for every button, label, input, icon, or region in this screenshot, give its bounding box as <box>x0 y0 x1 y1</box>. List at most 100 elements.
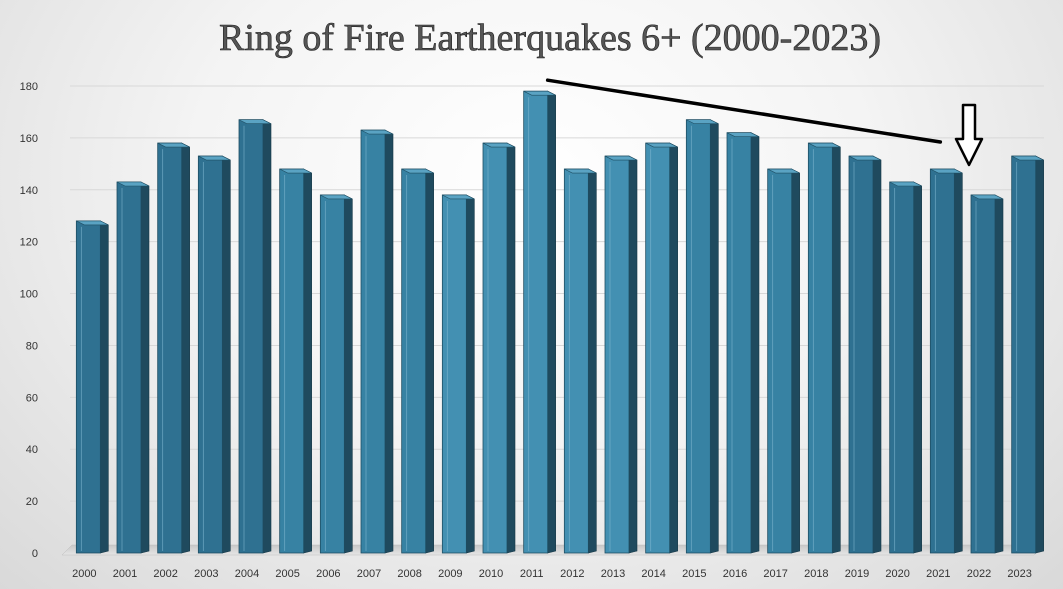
bar-front <box>929 168 955 554</box>
x-tick-label: 2017 <box>763 568 787 580</box>
bar-front <box>889 181 915 554</box>
x-tick-label: 2010 <box>479 568 503 580</box>
bar-front <box>970 194 996 554</box>
bar-front <box>848 155 874 554</box>
bar-2018 <box>807 142 841 554</box>
bar-front <box>482 142 508 554</box>
bar-front <box>441 194 467 554</box>
y-tick-label: 160 <box>20 133 38 145</box>
bar-front <box>116 181 142 554</box>
y-tick-label: 0 <box>32 548 38 560</box>
bar-side <box>872 155 882 554</box>
bar-side <box>547 90 556 554</box>
bar-top <box>645 142 678 148</box>
bar-2004 <box>238 119 272 554</box>
pointer-line <box>545 78 943 144</box>
bar-front <box>157 142 183 554</box>
x-tick-label: 2016 <box>723 568 747 580</box>
bar-2014 <box>645 142 678 554</box>
y-tick-label: 120 <box>20 237 38 249</box>
bar-side <box>994 194 1004 554</box>
x-tick-label: 2004 <box>235 568 259 580</box>
x-axis: 2000 2001 2002 2003 2004 2005 2006 2007 2008 2009… <box>72 568 1032 580</box>
bar-2007 <box>360 129 394 554</box>
x-tick-label: 2012 <box>560 568 584 580</box>
bar-side <box>791 168 800 554</box>
bar-side <box>222 155 231 554</box>
bar-front <box>767 168 793 554</box>
bar-side <box>466 194 475 554</box>
bar-top <box>279 168 312 174</box>
bar-2012 <box>563 168 597 554</box>
bar-side <box>750 132 760 554</box>
bar-top <box>808 142 841 148</box>
bar-front <box>238 119 264 554</box>
x-tick-label: 2007 <box>357 568 381 580</box>
bar-side <box>913 181 922 554</box>
bar-top <box>482 142 516 148</box>
x-tick-label: 2018 <box>804 568 828 580</box>
y-tick-label: 20 <box>26 496 38 508</box>
bar-top <box>401 168 434 174</box>
x-tick-label: 2009 <box>438 568 462 580</box>
bar-2023 <box>1011 155 1044 554</box>
bar-series <box>75 90 1044 554</box>
bar-top <box>523 90 556 96</box>
bar-side <box>140 181 150 554</box>
x-tick-label: 2008 <box>397 568 421 580</box>
y-tick-label: 40 <box>26 444 38 456</box>
bar-top <box>686 119 719 125</box>
bar-side <box>384 129 394 554</box>
bar-2013 <box>604 155 638 554</box>
y-tick-label: 140 <box>20 185 38 197</box>
bar-side <box>506 142 516 554</box>
bar-front <box>401 168 427 554</box>
x-tick-label: 2000 <box>72 568 96 580</box>
bar-top <box>930 168 963 174</box>
bar-side <box>588 168 597 554</box>
bar-2017 <box>767 168 800 554</box>
x-tick-label: 2013 <box>601 568 625 580</box>
bar-2001 <box>116 181 150 554</box>
bar-top <box>889 181 922 187</box>
bar-front <box>604 155 630 554</box>
x-tick-label: 2020 <box>885 568 909 580</box>
bar-front <box>197 155 223 554</box>
bar-top <box>564 168 597 174</box>
bar-side <box>954 168 963 554</box>
bar-side <box>1035 155 1044 554</box>
bar-front <box>807 142 833 554</box>
x-tick-label: 2015 <box>682 568 706 580</box>
x-tick-label: 2019 <box>845 568 869 580</box>
bar-front <box>360 129 386 554</box>
bar-2006 <box>319 194 353 554</box>
x-tick-label: 2023 <box>1007 568 1031 580</box>
y-axis: 0 20 40 60 80 100 120 140 160 180 <box>20 81 38 560</box>
bar-side <box>425 168 434 554</box>
bar-top <box>970 194 1004 200</box>
bar-side <box>628 155 638 554</box>
bar-front <box>279 168 305 554</box>
bar-2002 <box>157 142 190 554</box>
bar-side <box>303 168 312 554</box>
bar-2009 <box>441 194 475 554</box>
bar-front <box>1011 155 1037 554</box>
bar-top <box>767 168 800 174</box>
bar-2010 <box>482 142 516 554</box>
bar-top <box>1011 155 1044 161</box>
bar-top <box>726 132 760 137</box>
bar-2021 <box>929 168 963 554</box>
bar-2005 <box>279 168 312 554</box>
bar-side <box>710 119 719 554</box>
down-arrow-icon <box>954 103 984 167</box>
bar-side <box>669 142 678 554</box>
bar-2022 <box>970 194 1004 554</box>
bar-2019 <box>848 155 882 554</box>
gridlines <box>70 85 1044 502</box>
bar-side <box>100 220 109 554</box>
bar-front <box>75 220 101 554</box>
bar-2000 <box>75 220 109 554</box>
bar-top <box>320 194 353 200</box>
bar-front <box>523 90 549 554</box>
